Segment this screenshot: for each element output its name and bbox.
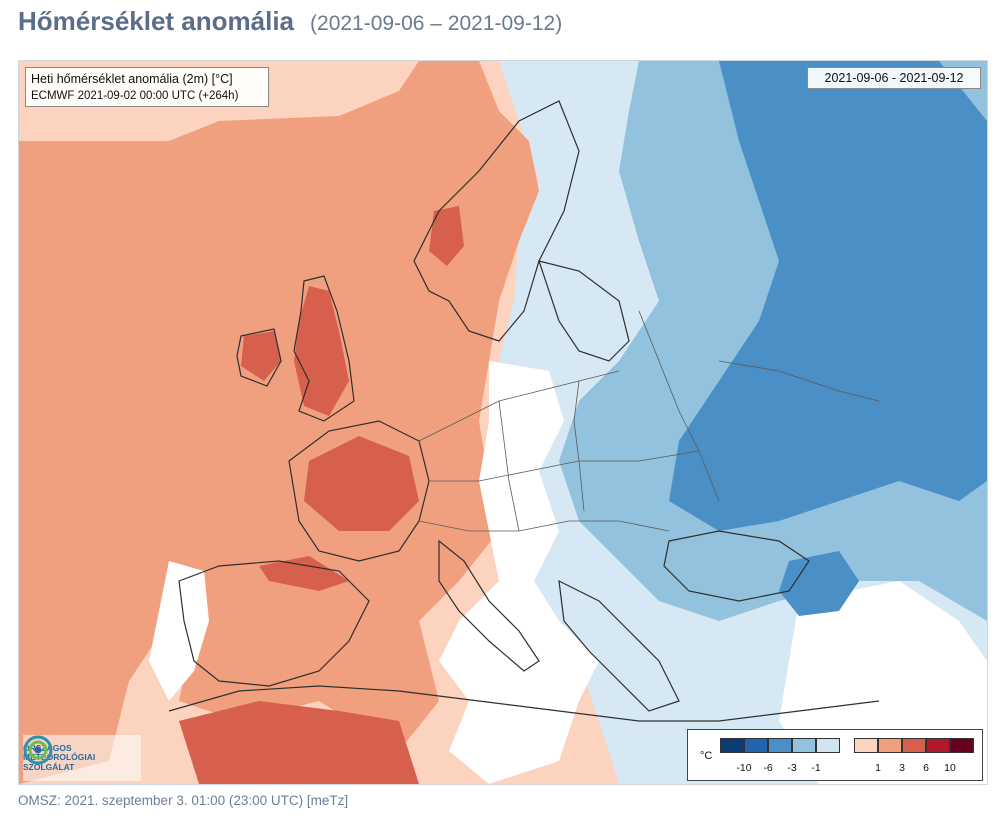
warm-zone-medium <box>19 61 539 784</box>
coastline-britain <box>293 275 355 422</box>
legend-swatch-warm-2 <box>878 738 902 753</box>
legend-swatch-cold-2 <box>744 738 768 753</box>
border-line-7 <box>718 360 880 402</box>
map-info-box: Heti hőmérséklet anomália (2m) [°C] ECMW… <box>25 67 269 107</box>
legend-label-cold-4: -1 <box>811 762 821 774</box>
legend-label-warm-3: 6 <box>923 762 929 774</box>
coastline-ireland <box>236 328 282 387</box>
legend-swatch-cold-5 <box>816 738 840 753</box>
coastline-iberia <box>178 560 370 687</box>
legend-swatch-warm-5 <box>950 738 974 753</box>
page-header: Hőmérséklet anomália (2021-09-06 – 2021-… <box>18 6 562 40</box>
legend-label-cold-3: -3 <box>787 762 797 774</box>
legend-label-cold-2: -6 <box>763 762 773 774</box>
map-info-model-run: ECMWF 2021-09-02 00:00 UTC (+264h) <box>31 90 239 102</box>
border-line-1 <box>418 370 620 442</box>
border-line-6 <box>638 310 720 502</box>
border-line-5 <box>573 380 585 512</box>
map-info-variable: Heti hőmérséklet anomália (2m) [°C] <box>31 72 233 86</box>
warm-core-norway <box>429 206 464 266</box>
warm-core-france <box>304 436 419 531</box>
legend-swatch-warm-1 <box>854 738 878 753</box>
map-date-box: 2021-09-06 - 2021-09-12 <box>807 67 981 89</box>
logo-line-3: SZOLGÁLAT <box>23 761 75 772</box>
country-borders <box>418 310 880 532</box>
coastline-balkans-greece <box>558 579 680 712</box>
page-title: Hőmérséklet anomália <box>18 6 295 36</box>
omsz-logo-icon <box>23 735 53 765</box>
page-date-range: (2021-09-06 – 2021-09-12) <box>310 12 563 35</box>
legend-swatch-cold-3 <box>768 738 792 753</box>
legend-label-warm-1: 1 <box>875 762 881 774</box>
neutral-zone-central <box>439 361 599 784</box>
omsz-logo-text: ORSZÁGOS METEOROLÓGIAI SZOLGÁLAT <box>23 742 96 773</box>
anomaly-map: Heti hőmérséklet anomália (2m) [°C] ECMW… <box>18 60 988 785</box>
legend-swatch-cold-1 <box>720 738 744 753</box>
border-line-2 <box>429 450 700 482</box>
logo-line-2: METEOROLÓGIAI <box>23 752 96 763</box>
coastline-italy <box>438 539 540 672</box>
legend-swatch-warm-4 <box>926 738 950 753</box>
coastline-africa <box>168 685 880 722</box>
legend-label-warm-4: 10 <box>944 762 956 774</box>
legend-unit: °C <box>700 750 713 762</box>
legend-swatch-cold-4 <box>792 738 816 753</box>
coastline-black-sea <box>663 530 810 602</box>
color-legend: °C -10 -6 -3 -1 1 3 6 10 <box>687 729 983 781</box>
border-line-3 <box>418 520 670 532</box>
coastline-scandinavia <box>413 100 580 342</box>
omsz-logo: ORSZÁGOS METEOROLÓGIAI SZOLGÁLAT <box>23 735 141 781</box>
legend-swatch-warm-3 <box>902 738 926 753</box>
border-line-4 <box>498 400 520 532</box>
cold-zone-black-sea <box>779 551 859 616</box>
legend-label-warm-2: 3 <box>899 762 905 774</box>
coastline-baltic <box>538 260 630 362</box>
logo-line-1: ORSZÁGOS <box>23 742 72 753</box>
neutral-zone-iberia-west <box>149 561 209 701</box>
legend-label-cold-1: -10 <box>736 762 752 774</box>
anomaly-map-canvas <box>19 61 987 784</box>
cold-zone-dark <box>669 61 987 531</box>
page-footer: OMSZ: 2021. szeptember 3. 01:00 (23:00 U… <box>18 793 349 808</box>
warm-core-africa <box>179 701 419 784</box>
warm-core-ireland <box>241 331 281 381</box>
warm-core-spain <box>259 556 349 591</box>
